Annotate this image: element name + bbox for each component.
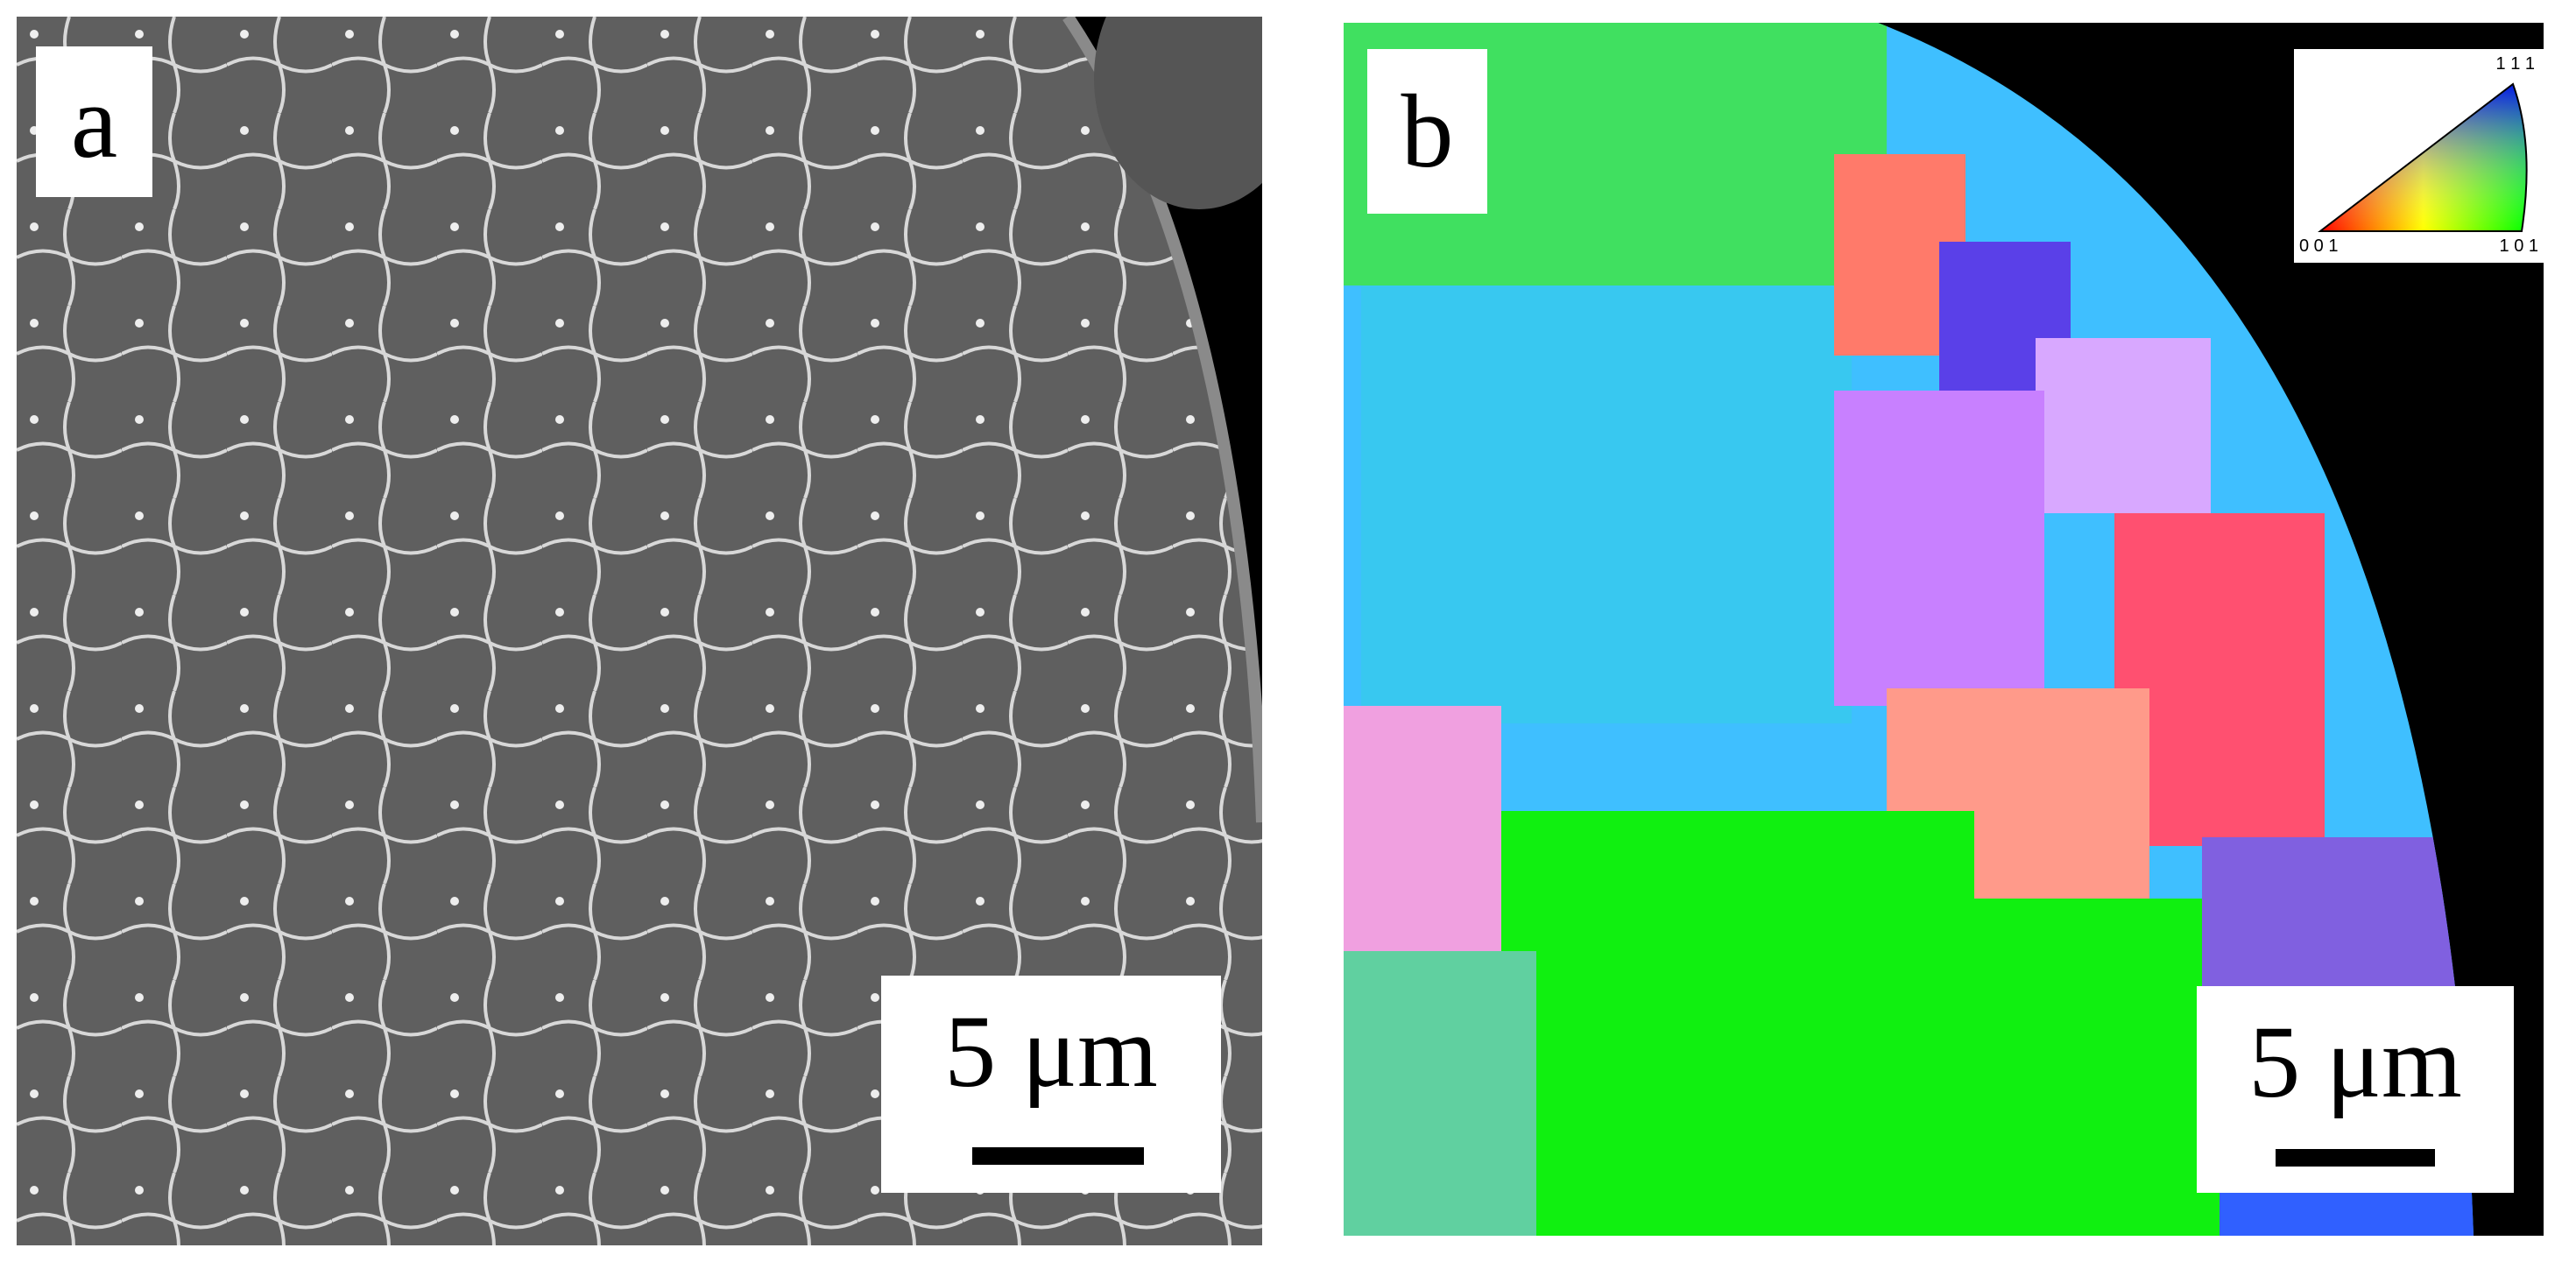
scale-text: 5 μm: [944, 994, 1158, 1109]
scale-text: 5 μm: [2248, 1005, 2462, 1119]
scale-box: 5 μm: [881, 976, 1221, 1193]
scale-bar: [972, 1147, 1144, 1165]
scale-bar: [2276, 1149, 2435, 1167]
panel-a: a 5 μm: [17, 0, 1304, 1245]
panel-b: b 5 μm 1 1 1 0 0 1 1 0 1: [1344, 23, 2544, 1236]
micrograph: [17, 0, 1304, 1245]
ipf-legend: 1 1 1 0 0 1 1 0 1: [2294, 49, 2544, 263]
panel-label: a: [36, 46, 152, 197]
ipf-triangle: [2318, 82, 2528, 232]
panel-label: b: [1367, 49, 1487, 214]
legend-left: 0 0 1: [2299, 236, 2339, 256]
legend-top: 1 1 1: [2495, 54, 2535, 74]
scale-box: 5 μm: [2197, 986, 2514, 1193]
legend-right: 1 0 1: [2499, 236, 2538, 256]
